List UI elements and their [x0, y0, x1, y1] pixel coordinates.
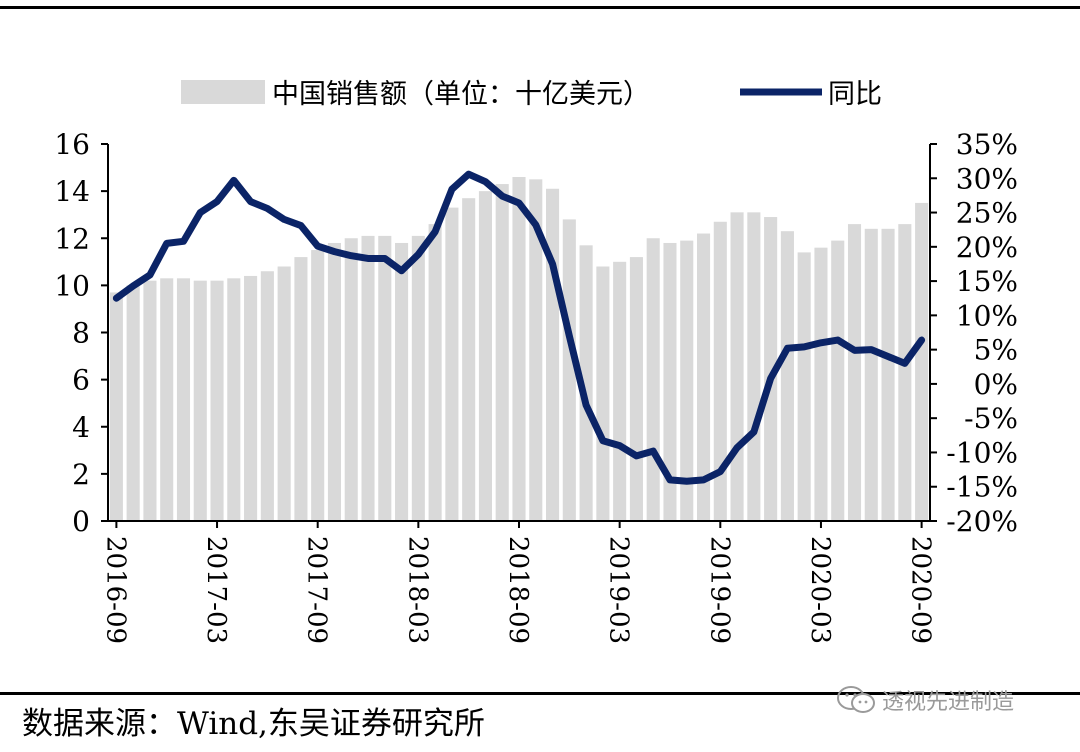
bar-2017-06 [260, 271, 274, 521]
bar-2019-09 [713, 221, 727, 521]
legend-bar-swatch [181, 80, 265, 104]
bar-2017-11 [344, 238, 358, 521]
left-tick-label: 16 [54, 128, 90, 161]
bar-2017-10 [327, 242, 342, 521]
sales-chart: 中国销售额（单位：十亿美元） 同比 0246810121416-20%-15%-… [54, 79, 1018, 644]
bar-2018-01 [378, 235, 392, 521]
bar-2020-08 [898, 224, 912, 522]
left-tick-label: 12 [54, 222, 90, 255]
bar-2016-12 [160, 278, 174, 521]
bar-2020-05 [847, 224, 862, 522]
bar-2017-09 [311, 250, 325, 521]
x-tick-label: 2019-03 [604, 536, 634, 644]
source-note: 数据来源：Wind,东吴证券研究所 [22, 706, 485, 742]
left-tick-label: 10 [54, 269, 90, 302]
bar-2019-01 [579, 245, 593, 521]
bar-2018-04 [428, 224, 442, 522]
right-tick-label: -20% [946, 505, 1018, 538]
bar-2020-09 [915, 202, 929, 521]
bar-2017-04 [227, 278, 241, 521]
bar-2017-07 [277, 266, 291, 521]
bar-2019-02 [596, 266, 610, 521]
bar-2016-11 [143, 280, 157, 521]
bar-2017-05 [244, 275, 258, 521]
x-tick-label: 2020-09 [906, 536, 936, 644]
legend-line-label: 同比 [828, 79, 882, 110]
left-tick-label: 4 [72, 411, 90, 444]
bar-2020-04 [831, 240, 845, 522]
bar-2018-08 [495, 184, 509, 521]
watermark-text: 透视先进制造 [882, 690, 1015, 715]
line-series [112, 170, 926, 485]
bar-2018-05 [445, 207, 459, 521]
x-tick-label: 2020-03 [805, 536, 835, 644]
bar-2016-09 [109, 292, 123, 521]
bar-2020-03 [814, 247, 828, 521]
bar-2018-11 [546, 188, 560, 521]
bar-2019-06 [663, 242, 677, 521]
bar-2019-08 [696, 233, 711, 522]
top-rule [0, 6, 1080, 9]
bar-2019-07 [680, 240, 694, 522]
bar-2020-01 [780, 231, 794, 521]
legend: 中国销售额（单位：十亿美元） 同比 [181, 79, 882, 110]
bar-2018-09 [512, 176, 526, 522]
right-tick-label: -10% [946, 436, 1018, 469]
axes [101, 143, 937, 528]
bar-2019-05 [646, 238, 660, 521]
right-tick-label: 15% [956, 265, 1018, 298]
bar-2019-04 [629, 257, 643, 521]
x-tick-label: 2018-03 [402, 536, 432, 644]
bar-series [109, 176, 929, 522]
bar-2018-12 [562, 219, 576, 521]
bar-2020-07 [881, 228, 895, 521]
right-tick-label: 20% [956, 231, 1018, 264]
bottom-rule [0, 692, 1080, 695]
bar-2018-06 [462, 198, 476, 521]
bar-2017-02 [193, 280, 207, 521]
bar-2019-12 [764, 217, 778, 522]
left-tick-label: 6 [72, 364, 90, 397]
x-tick-label: 2016-09 [100, 536, 130, 644]
left-tick-label: 14 [54, 175, 90, 208]
bar-2018-10 [529, 179, 543, 521]
left-tick-label: 0 [72, 505, 90, 538]
watermark: 透视先进制造 [836, 684, 1014, 716]
right-tick-label: 5% [974, 334, 1018, 367]
bar-2018-02 [395, 242, 409, 521]
x-tick-label: 2017-09 [302, 536, 332, 644]
bar-2019-11 [747, 212, 761, 521]
right-tick-label: 0% [974, 368, 1018, 401]
right-tick-label: 30% [956, 162, 1018, 195]
bar-2020-06 [864, 228, 878, 521]
bar-2017-03 [210, 280, 224, 521]
left-tick-label: 2 [72, 458, 90, 491]
left-tick-label: 8 [72, 317, 90, 350]
bar-2018-03 [411, 235, 425, 521]
bar-2018-07 [478, 191, 492, 522]
legend-bar-label: 中国销售额（单位：十亿美元） [272, 79, 650, 110]
right-tick-label: 35% [956, 128, 1018, 161]
x-tick-label: 2018-09 [503, 536, 533, 644]
bar-2016-10 [126, 285, 140, 522]
right-tick-label: 25% [956, 197, 1018, 230]
wechat-icon [837, 686, 875, 713]
right-tick-label: -15% [946, 471, 1018, 504]
bar-2019-03 [613, 261, 627, 521]
bar-2020-02 [797, 252, 811, 521]
right-tick-label: 10% [956, 299, 1018, 332]
right-tick-label: -5% [964, 402, 1018, 435]
tick-labels: 0246810121416-20%-15%-10%-5%0%5%10%15%20… [54, 128, 1018, 644]
x-tick-label: 2017-03 [201, 536, 231, 644]
bar-2017-08 [294, 257, 308, 521]
bar-2019-10 [730, 212, 744, 521]
x-tick-label: 2019-09 [704, 536, 734, 644]
yoy-line [112, 170, 926, 485]
bar-2017-12 [361, 235, 375, 521]
bar-2017-01 [176, 278, 191, 521]
